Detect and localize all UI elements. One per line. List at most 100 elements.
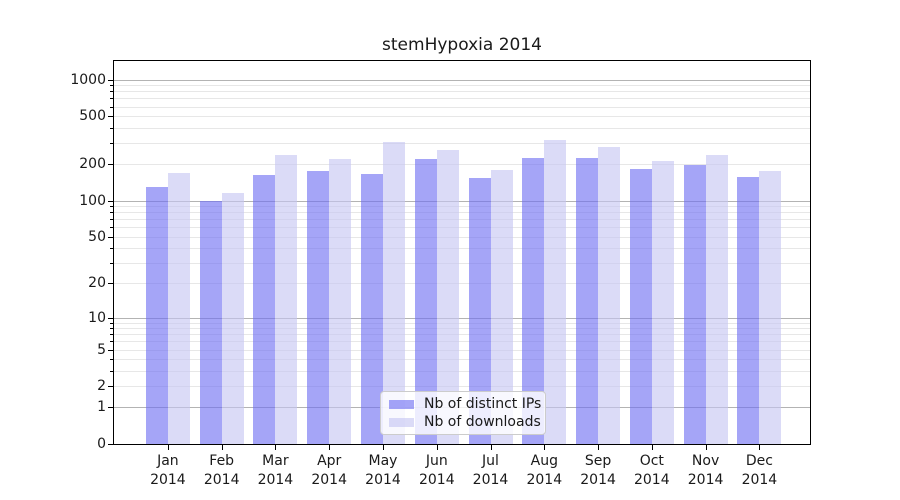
y-minortick-80	[110, 212, 113, 214]
x-label-year: 2014	[311, 472, 347, 488]
y-tick-50	[108, 236, 113, 238]
gridline-y-30	[114, 262, 810, 264]
x-label-month: Jul	[482, 453, 499, 469]
y-minortick-900	[110, 85, 113, 87]
x-label-year: 2014	[150, 472, 186, 488]
gridline-y-10	[114, 317, 810, 319]
legend: Nb of distinct IPs Nb of downloads	[380, 391, 546, 435]
x-tick-feb	[221, 445, 223, 450]
bar-downloads-jul	[490, 170, 513, 444]
x-tick-label-nov: Nov 2014	[678, 452, 734, 490]
x-label-year: 2014	[203, 472, 240, 488]
bar-downloads-apr	[329, 159, 352, 444]
x-label-year: 2014	[633, 472, 670, 488]
x-label-year: 2014	[472, 472, 509, 488]
gridline-y-50	[114, 236, 810, 238]
gridline-y-70	[114, 219, 810, 221]
y-minortick-9	[110, 322, 113, 324]
bar-downloads-jun	[436, 150, 459, 444]
gridline-y-400	[114, 127, 810, 129]
chart-title: stemHypoxia 2014	[382, 35, 542, 55]
x-tick-dec	[759, 445, 761, 450]
y-minortick-70	[110, 219, 113, 221]
x-tick-label-jun: Jun 2014	[409, 452, 465, 490]
x-label-month: Mar	[262, 453, 289, 469]
y-tick-2	[108, 386, 113, 387]
gridline-y-60	[114, 227, 810, 229]
x-label-month: Jan	[157, 453, 179, 469]
x-label-year: 2014	[526, 472, 563, 488]
gridline-y-600	[114, 106, 810, 108]
gridline-y-900	[114, 85, 810, 87]
gridline-y-200	[114, 164, 810, 166]
gridline-y-20	[114, 283, 810, 285]
x-tick-nov	[705, 445, 707, 450]
gridline-y-6	[114, 341, 810, 343]
y-tick-label-1: 1	[97, 399, 106, 416]
gridline-y-8	[114, 328, 810, 330]
y-minortick-30	[110, 262, 113, 264]
bar-distinct-ips-jul	[468, 178, 491, 444]
x-label-month: Nov	[691, 453, 720, 469]
gridline-y-90	[114, 206, 810, 208]
bar-downloads-oct	[651, 160, 674, 444]
x-tick-label-dec: Dec 2014	[731, 452, 787, 490]
x-tick-jun	[436, 445, 438, 450]
gridline-y-500	[114, 116, 810, 118]
y-tick-label-50: 50	[88, 228, 106, 245]
x-tick-label-apr: Apr 2014	[301, 452, 357, 490]
x-tick-sep	[598, 445, 600, 450]
y-minortick-8	[110, 328, 113, 330]
x-label-year: 2014	[365, 472, 401, 488]
x-tick-label-jul: Jul 2014	[463, 452, 519, 490]
y-tick-label-500: 500	[79, 108, 106, 125]
x-tick-jan	[167, 445, 169, 450]
y-tick-label-200: 200	[79, 156, 106, 173]
legend-label-0: Nb of distinct IPs	[424, 396, 542, 412]
bar-distinct-ips-aug	[522, 157, 545, 444]
gridline-y-100	[114, 200, 810, 202]
bar-distinct-ips-apr	[307, 171, 330, 444]
y-tick-20	[108, 283, 113, 285]
x-tick-label-oct: Oct 2014	[624, 452, 680, 490]
bar-distinct-ips-feb	[199, 200, 222, 444]
y-minortick-6	[110, 341, 113, 343]
y-minortick-90	[110, 206, 113, 208]
x-label-year: 2014	[580, 472, 616, 488]
y-tick-500	[108, 116, 113, 118]
x-label-year: 2014	[741, 472, 778, 488]
x-label-year: 2014	[418, 472, 455, 488]
legend-entry-distinct-ips: Nb of distinct IPs	[389, 396, 541, 412]
y-minortick-300	[110, 142, 113, 144]
legend-label-1: Nb of downloads	[424, 414, 541, 430]
y-minortick-4	[110, 359, 113, 361]
x-tick-label-sep: Sep 2014	[570, 452, 626, 490]
x-label-month: Sep	[584, 453, 612, 469]
x-tick-label-may: May 2014	[355, 452, 411, 490]
x-label-month: Aug	[530, 453, 558, 469]
x-label-month: Oct	[639, 453, 664, 469]
y-tick-label-100: 100	[79, 192, 106, 209]
x-tick-may	[383, 445, 384, 450]
bar-downloads-dec	[759, 171, 782, 444]
y-tick-label-5: 5	[97, 341, 106, 358]
gridline-y-700	[114, 98, 810, 100]
y-tick-label-20: 20	[88, 275, 106, 292]
y-tick-label-2: 2	[97, 378, 106, 394]
y-tick-label-0: 0	[97, 436, 106, 452]
y-tick-0	[108, 444, 113, 445]
y-minortick-400	[110, 127, 113, 129]
y-minortick-60	[110, 227, 113, 229]
x-label-year: 2014	[257, 472, 294, 488]
gridline-y-9	[114, 322, 810, 324]
y-tick-5	[108, 349, 113, 351]
x-label-month: Feb	[209, 453, 235, 469]
x-tick-aug	[544, 445, 546, 450]
bar-downloads-mar	[275, 155, 298, 444]
gridline-y-1000	[114, 79, 810, 81]
bar-downloads-may	[383, 141, 405, 444]
gridline-y-300	[114, 142, 810, 144]
gridline-y-4	[114, 359, 810, 361]
legend-swatch-0	[389, 399, 414, 409]
y-minortick-7	[110, 334, 113, 336]
